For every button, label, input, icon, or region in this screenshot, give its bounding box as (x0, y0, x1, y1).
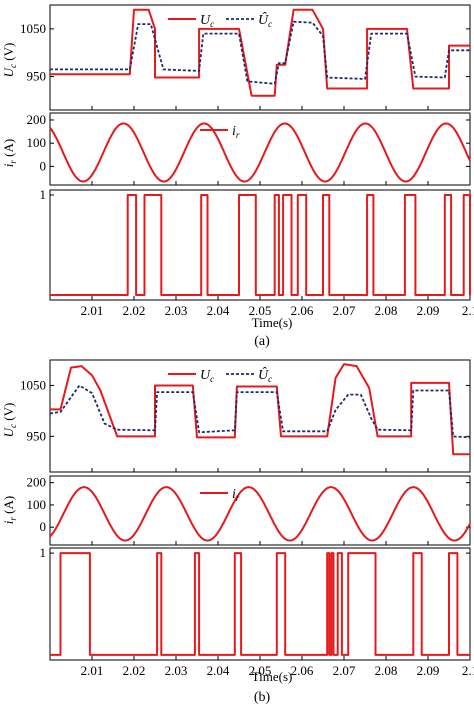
y-tick-label-b-mid-0: 200 (27, 475, 47, 490)
legend-label-ir-b-mid: ir (232, 487, 240, 503)
y-tick-label-a-mid-2: 0 (40, 158, 47, 173)
x-tick-label-b-bot-0: 2.01 (81, 663, 104, 678)
x-axis-label-a: Time(s) (252, 315, 293, 330)
x-tick-label-a-bot-8: 2.09 (417, 303, 440, 318)
legend-label-ir-a-mid: ir (232, 124, 240, 140)
y-tick-label-a-top-0: 950 (27, 69, 47, 84)
legend-label-uc-a-top: Uc (200, 13, 214, 29)
x-axis-label-b: Time(s) (252, 669, 293, 684)
x-tick-label-b-bot-4: 2.05 (249, 663, 272, 678)
x-tick-label-b-bot-6: 2.07 (333, 663, 356, 678)
y-tick-label-a-mid-0: 200 (27, 112, 47, 127)
y-tick-label-b-bot-0: 1 (40, 545, 47, 560)
y-tick-label-b-mid-1: 100 (27, 497, 47, 512)
x-tick-label-a-bot-5: 2.06 (291, 303, 314, 318)
y-tick-label-a-top-1: 1050 (20, 21, 46, 36)
x-tick-label-b-bot-8: 2.09 (417, 663, 440, 678)
y-tick-label-a-mid-1: 100 (27, 135, 47, 150)
series-line-a-top-1 (50, 20, 470, 85)
legend-label-uc-est-b-top: Ûc (258, 366, 272, 384)
x-tick-label-a-bot-4: 2.05 (249, 303, 272, 318)
panel-frame-a-mid (49, 112, 471, 186)
y-axis-label-b-mid: ir (A) (1, 496, 18, 524)
legend-label-uc-b-top: Uc (200, 368, 214, 384)
series-line-b-top-1 (49, 384, 471, 439)
panel-frame-a-bot (49, 189, 471, 301)
series-line-a-mid-0 (49, 122, 471, 183)
series-line-b-mid-0 (49, 486, 471, 542)
x-tick-label-b-bot-3: 2.04 (207, 663, 230, 678)
series-line-b-bot-0 (50, 552, 470, 656)
caption-b: (b) (254, 690, 271, 705)
x-tick-label-a-bot-6: 2.07 (333, 303, 356, 318)
y-tick-label-b-top-0: 950 (27, 428, 47, 443)
x-tick-label-b-bot-5: 2.06 (291, 663, 314, 678)
x-tick-label-a-bot-0: 2.01 (81, 303, 104, 318)
x-tick-label-a-bot-9: 2.1 (462, 303, 474, 318)
x-tick-label-a-bot-7: 2.08 (375, 303, 398, 318)
legend-label-uc-est-a-top: Ûc (258, 11, 272, 29)
y-tick-label-a-bot-0: 1 (40, 187, 47, 202)
y-tick-label-b-top-1: 1050 (20, 377, 46, 392)
series-line-b-top-0 (50, 363, 470, 456)
caption-a: (a) (254, 334, 270, 349)
x-tick-label-b-bot-7: 2.08 (375, 663, 398, 678)
chart-marks: 950 1050 Uc Ûc 200 100 0 ir 1 2.01 2.02 2.03 2.04 2.0… (20, 4, 474, 678)
y-axis-label-a-top: Uc (V) (1, 43, 18, 78)
x-tick-label-b-bot-1: 2.02 (123, 663, 146, 678)
x-tick-label-a-bot-2: 2.03 (165, 303, 188, 318)
x-tick-label-a-bot-1: 2.02 (123, 303, 146, 318)
x-tick-label-b-bot-2: 2.03 (165, 663, 188, 678)
series-line-a-bot-0 (50, 194, 471, 296)
y-tick-label-b-mid-2: 0 (40, 519, 47, 534)
y-axis-label-b-top: Uc (V) (1, 403, 18, 438)
panel-frame-b-mid (49, 475, 471, 546)
x-tick-label-b-bot-9: 2.1 (462, 663, 474, 678)
panel-frame-b-bot (49, 547, 471, 661)
x-tick-label-a-bot-3: 2.04 (207, 303, 230, 318)
y-axis-label-a-mid: ir (A) (1, 139, 18, 167)
